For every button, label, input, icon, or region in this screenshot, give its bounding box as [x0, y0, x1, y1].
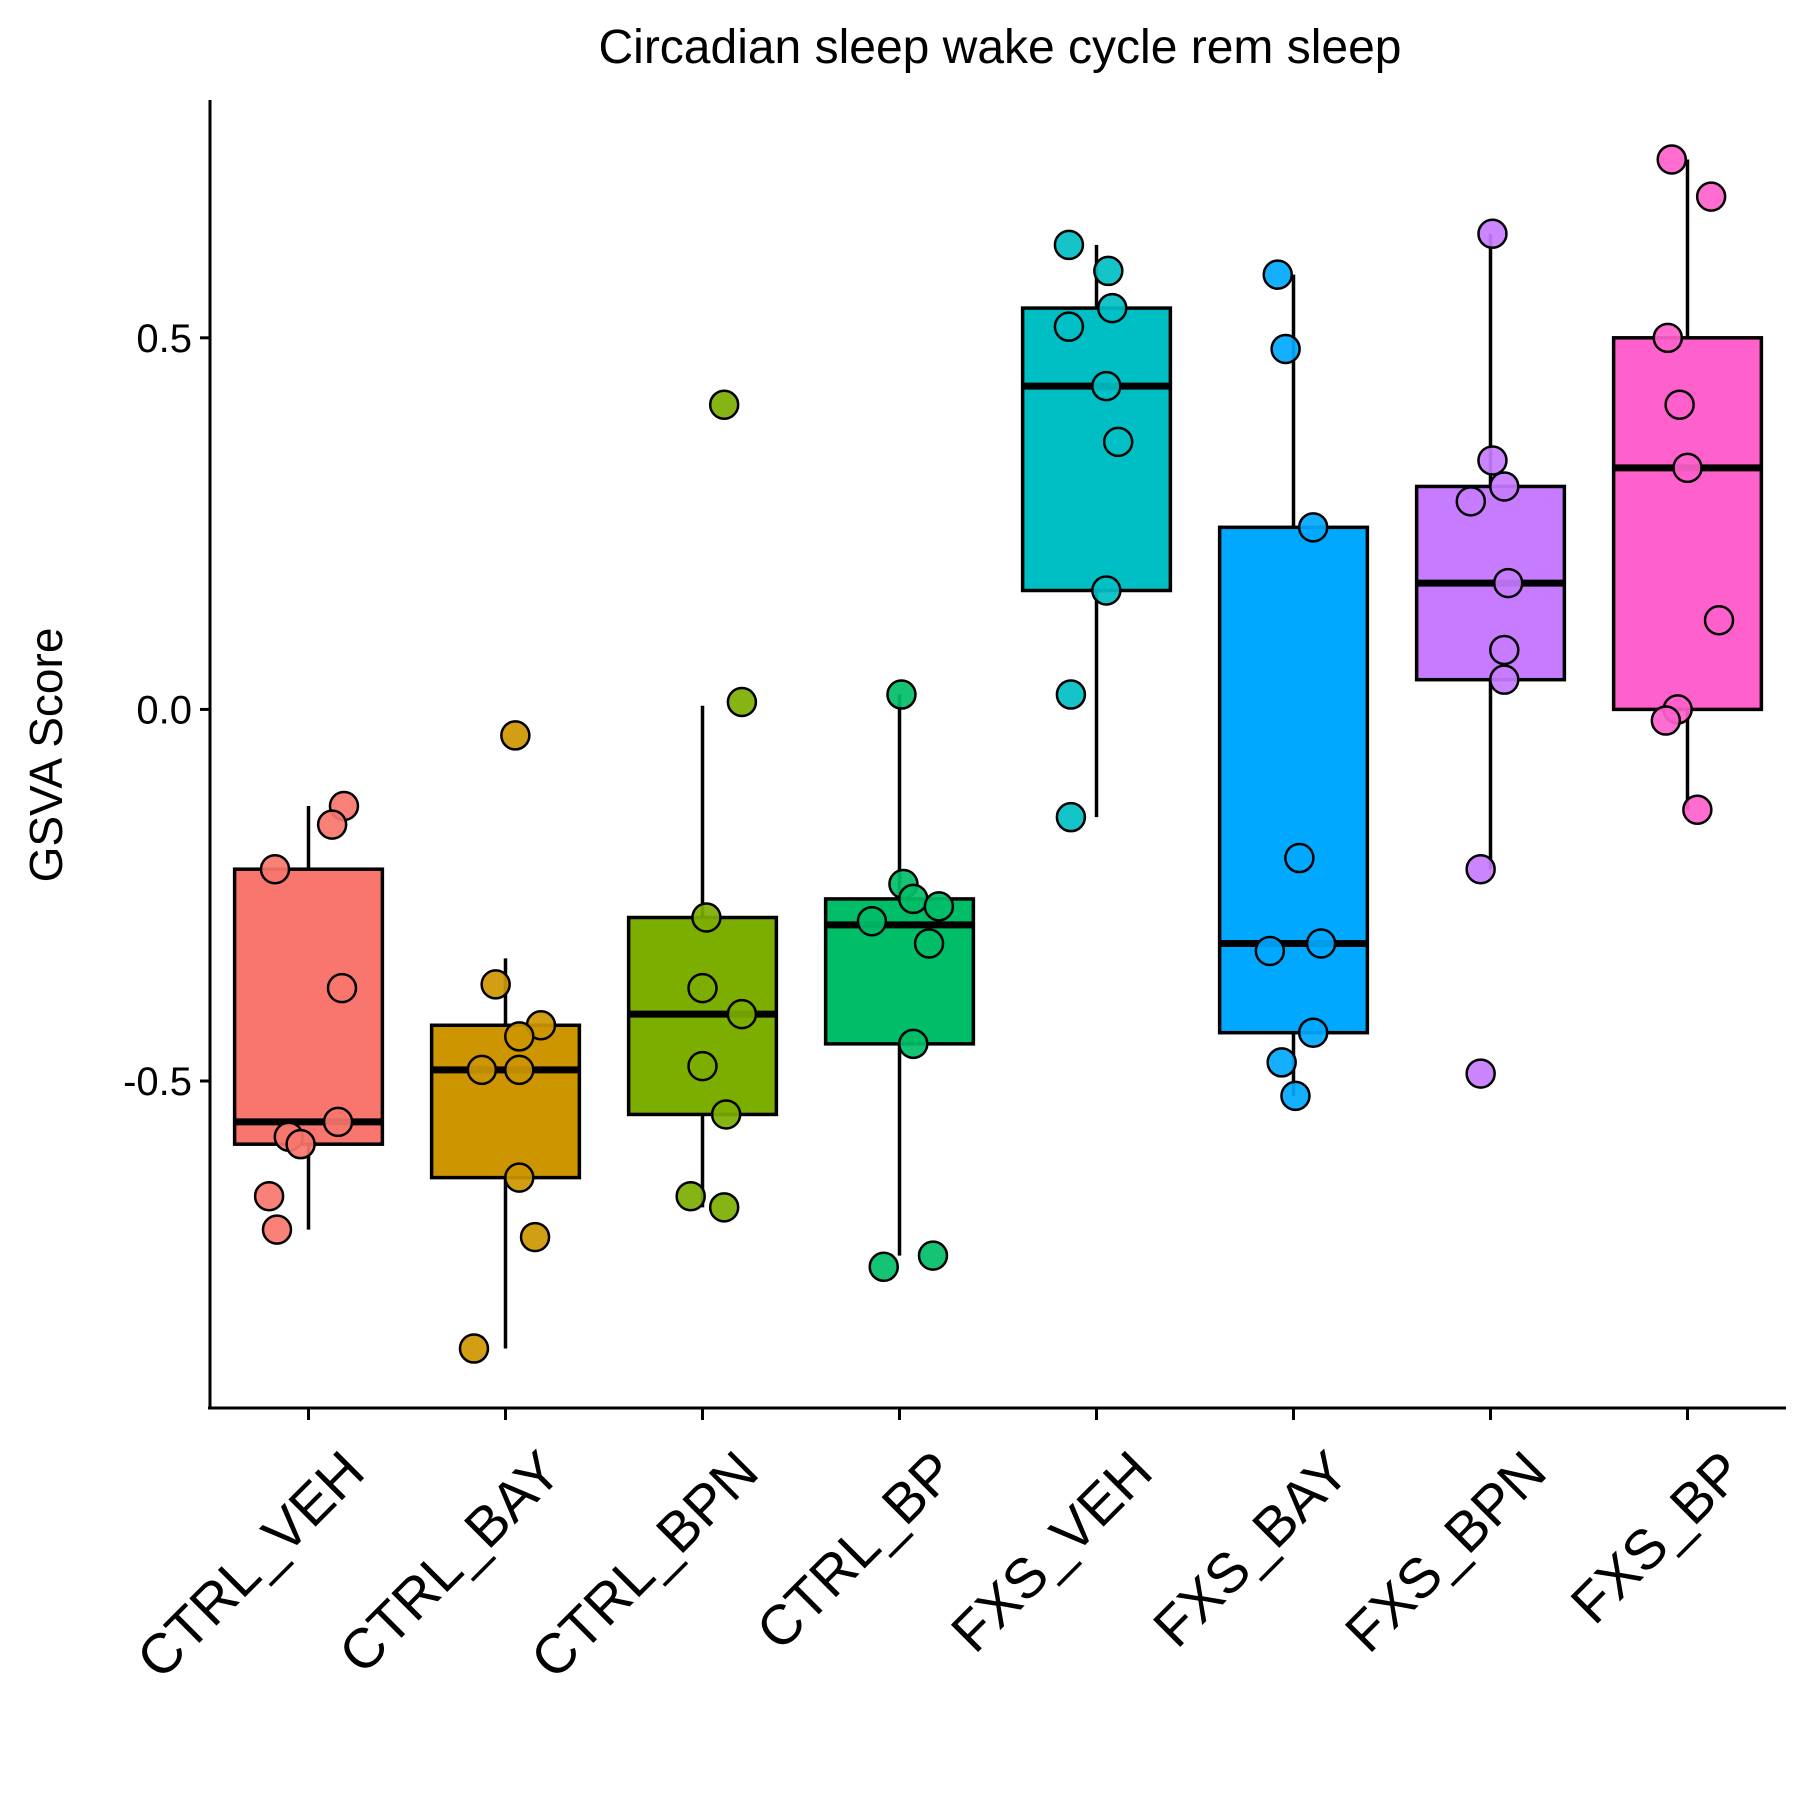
y-tick-label: 0.5 — [136, 317, 192, 361]
y-tick-label: 0.0 — [136, 688, 192, 732]
data-point — [1703, 604, 1735, 636]
data-point — [1097, 292, 1128, 324]
data-point — [708, 1192, 740, 1223]
data-point — [1650, 705, 1682, 736]
x-tick-label: CTRL_BP — [744, 1439, 967, 1662]
data-point — [726, 686, 758, 718]
data-point — [322, 1106, 354, 1138]
data-point — [1280, 1080, 1311, 1112]
data-point — [1664, 389, 1695, 420]
data-point — [856, 905, 888, 937]
group-fxs-veh — [1020, 229, 1173, 833]
group-ctrl-bay — [429, 720, 582, 1364]
data-point — [504, 1162, 535, 1193]
data-point — [1091, 575, 1122, 606]
data-point — [1672, 452, 1703, 484]
data-point — [1465, 853, 1496, 885]
data-point — [1297, 512, 1329, 543]
data-point — [710, 1099, 742, 1130]
data-point — [1652, 322, 1684, 354]
data-point — [1489, 471, 1520, 502]
group-ctrl-veh — [232, 790, 385, 1245]
data-point — [1266, 1047, 1297, 1078]
group-fxs-bay — [1217, 259, 1370, 1112]
data-point — [259, 853, 291, 885]
data-point — [1477, 218, 1508, 250]
data-point — [1455, 486, 1487, 517]
data-point — [923, 891, 955, 922]
x-tick-label: FXS_BPN — [1333, 1439, 1558, 1664]
data-point — [1305, 928, 1337, 959]
data-point — [1492, 567, 1524, 599]
box — [1217, 525, 1370, 1035]
data-point — [1093, 255, 1124, 287]
x-tick-label: FXS_BP — [1558, 1439, 1754, 1635]
data-point — [500, 720, 531, 751]
data-point — [898, 1028, 929, 1060]
data-point — [1695, 181, 1727, 212]
data-point — [708, 389, 740, 420]
data-point — [1489, 664, 1520, 695]
x-tick-label: FXS_VEH — [939, 1439, 1164, 1664]
data-point — [519, 1221, 551, 1253]
data-point — [1284, 842, 1315, 874]
data-point — [1091, 370, 1122, 402]
data-point — [316, 809, 348, 840]
box — [823, 897, 976, 1046]
data-point — [1477, 445, 1508, 476]
y-tick-label: -0.5 — [123, 1060, 192, 1104]
data-point — [868, 1251, 899, 1283]
data-point — [687, 1050, 718, 1082]
chart-title: Circadian sleep wake cycle rem sleep — [598, 21, 1401, 74]
data-point — [253, 1180, 285, 1212]
data-point — [1262, 259, 1293, 290]
data-point — [1053, 229, 1085, 261]
box — [232, 867, 385, 1146]
group-fxs-bp — [1611, 144, 1764, 825]
data-point — [504, 1054, 535, 1086]
data-point — [1297, 1017, 1329, 1048]
group-ctrl-bpn — [626, 389, 779, 1223]
data-point — [691, 902, 722, 933]
data-point — [1489, 634, 1520, 666]
data-point — [917, 1240, 949, 1271]
group-ctrl-bp — [823, 679, 976, 1283]
data-point — [1254, 935, 1286, 967]
data-point — [504, 1021, 535, 1052]
data-point — [458, 1333, 490, 1364]
data-point — [466, 1054, 498, 1086]
data-point — [726, 998, 758, 1030]
data-point — [480, 969, 511, 1000]
plot-area — [232, 144, 1764, 1364]
data-point — [1270, 333, 1301, 365]
data-point — [1102, 426, 1134, 458]
data-point — [1656, 144, 1687, 175]
data-point — [1465, 1058, 1496, 1089]
y-axis-ticks: 0.5 0.0 -0.5 — [123, 317, 210, 1104]
data-point — [886, 679, 917, 710]
box — [1020, 306, 1173, 593]
data-point — [913, 928, 945, 959]
x-axis-ticks: CTRL_VEHCTRL_BAYCTRL_BPNCTRL_BPFXS_VEHFX… — [124, 1408, 1755, 1690]
data-point — [326, 972, 358, 1004]
data-point — [1682, 794, 1713, 825]
data-point — [687, 972, 718, 1004]
x-tick-label: FXS_BAY — [1141, 1439, 1361, 1659]
data-point — [261, 1214, 293, 1245]
data-point — [285, 1128, 316, 1160]
data-point — [1053, 311, 1085, 342]
data-point — [1055, 801, 1087, 833]
data-point — [1055, 679, 1087, 710]
data-point — [675, 1180, 706, 1212]
box — [429, 1023, 582, 1180]
group-fxs-bpn — [1414, 218, 1567, 1089]
y-axis-label: GSVA Score — [20, 628, 72, 883]
data-point — [898, 883, 929, 915]
